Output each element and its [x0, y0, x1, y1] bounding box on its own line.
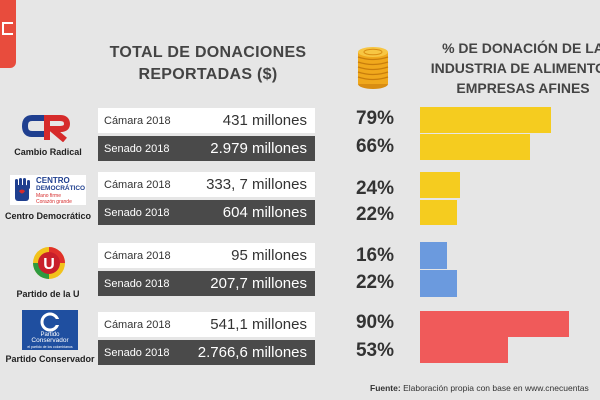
- left-header-line2: REPORTADAS ($): [138, 66, 278, 83]
- cd-logo-line3: Mano firme: [36, 193, 62, 199]
- source-label: Fuente:: [370, 383, 401, 393]
- cambio-radical-logo: [21, 112, 71, 143]
- pct-label: 53%: [355, 340, 395, 361]
- bar-cd-senado: [420, 200, 457, 225]
- bar-cr-camara: [420, 107, 552, 133]
- right-header-line3: EMPRESAS AFINES: [456, 80, 590, 96]
- chamber-label: Senado 2018: [104, 277, 170, 290]
- amount-value: 541,1 millones: [210, 316, 307, 333]
- chamber-label: Cámara 2018: [104, 178, 171, 191]
- pct-label: 22%: [355, 272, 395, 293]
- pct-label: 66%: [355, 136, 395, 157]
- left-header-line1: TOTAL DE DONACIONES: [109, 44, 307, 61]
- party-name-centro-democratico: Centro Democrático: [4, 211, 92, 221]
- left-header: TOTAL DE DONACIONES REPORTADAS ($): [96, 42, 320, 86]
- donation-row-u-senado: Senado 2018 207,7 millones: [98, 271, 315, 296]
- amount-value: 2.766,6 millones: [197, 344, 307, 361]
- corner-logo-icon: [2, 22, 13, 35]
- partido-u-logo-icon: U: [33, 247, 65, 279]
- partido-conservador-emblem-icon: [40, 312, 60, 332]
- amount-value: 2.979 millones: [210, 140, 307, 157]
- pc-logo-line2: Conservador: [31, 337, 69, 344]
- amount-value: 431 millones: [222, 112, 307, 129]
- amount-value: 604 millones: [222, 204, 307, 221]
- source-text: Elaboración propia con base en www.cnecu…: [403, 383, 589, 393]
- right-header-line2: INDUSTRIA DE ALIMENTOS: [430, 60, 600, 76]
- donation-row-u-camara: Cámara 2018 95 millones: [98, 243, 315, 268]
- pct-label: 22%: [355, 204, 395, 225]
- centro-democratico-logo-text: CENTRO DEMOCRÁTICO Mano firme Corazón gr…: [36, 176, 86, 206]
- bar-cd-camara: [420, 172, 460, 198]
- pc-logo-line3: el partido de los colombianos: [27, 345, 73, 349]
- bar-u-camara: [420, 242, 447, 269]
- cd-logo-line2: DEMOCRÁTICO: [36, 185, 86, 192]
- chamber-label: Cámara 2018: [104, 249, 171, 262]
- corner-logo: [0, 0, 16, 68]
- donation-row-cr-camara: Cámara 2018 431 millones: [98, 108, 315, 133]
- amount-value: 95 millones: [231, 247, 307, 264]
- pc-logo-line1: Partido: [40, 332, 60, 338]
- cd-logo-line1: CENTRO: [36, 176, 70, 185]
- bar-cr-senado: [420, 134, 530, 160]
- donation-row-pc-senado: Senado 2018 2.766,6 millones: [98, 340, 315, 365]
- chamber-label: Senado 2018: [104, 142, 170, 155]
- donation-row-pc-camara: Cámara 2018 541,1 millones: [98, 312, 315, 337]
- cambio-radical-logo-icon: [21, 115, 71, 143]
- party-name-partido-u: Partido de la U: [16, 289, 80, 299]
- donation-row-cd-camara: Cámara 2018 333, 7 millones: [98, 172, 315, 197]
- pct-label: 16%: [355, 245, 395, 266]
- bar-pc-camara: [420, 311, 570, 337]
- right-header: % DE DONACIÓN DE LA INDUSTRIA DE ALIMENT…: [428, 38, 600, 98]
- right-header-line1: % DE DONACIÓN DE LA: [442, 40, 600, 56]
- donation-row-cr-senado: Senado 2018 2.979 millones: [98, 136, 315, 161]
- cd-logo-line4: Corazón grande: [36, 199, 72, 205]
- partido-conservador-logo: Partido Conservador el partido de los co…: [22, 310, 78, 350]
- chamber-label: Cámara 2018: [104, 114, 171, 127]
- bar-u-senado: [420, 270, 457, 297]
- partido-conservador-logo-text: Partido Conservador el partido de los co…: [22, 332, 78, 350]
- coins-icon: [357, 47, 389, 89]
- pct-label: 90%: [355, 312, 395, 333]
- amount-value: 333, 7 millones: [206, 176, 307, 193]
- source-footer: Fuente: Elaboración propia con base en w…: [370, 383, 600, 393]
- pct-label: 79%: [355, 108, 395, 129]
- bar-pc-senado: [420, 337, 508, 363]
- partido-u-logo: U: [32, 246, 66, 280]
- pct-label: 24%: [355, 178, 395, 199]
- donation-row-cd-senado: Senado 2018 604 millones: [98, 200, 315, 225]
- chamber-label: Cámara 2018: [104, 318, 171, 331]
- party-name-cambio-radical: Cambio Radical: [14, 147, 82, 157]
- chamber-label: Senado 2018: [104, 346, 170, 359]
- partido-u-logo-letter: U: [43, 256, 55, 273]
- amount-value: 207,7 millones: [210, 275, 307, 292]
- party-name-partido-conservador: Partido Conservador: [5, 354, 95, 364]
- centro-democratico-logo: CENTRO DEMOCRÁTICO Mano firme Corazón gr…: [10, 175, 86, 205]
- centro-democratico-hand-icon: [15, 178, 30, 201]
- chamber-label: Senado 2018: [104, 206, 170, 219]
